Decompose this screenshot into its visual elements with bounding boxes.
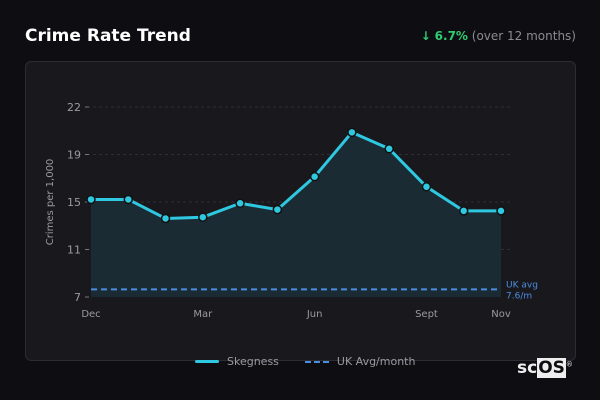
y-axis-label: Crimes per 1,000 — [45, 159, 56, 246]
change-period: (over 12 months) — [471, 29, 576, 43]
x-tick-label: Jun — [306, 309, 323, 320]
series-area — [91, 132, 501, 297]
x-tick-label: Sept — [415, 309, 438, 320]
data-point — [86, 194, 96, 205]
x-tick-label: Mar — [193, 309, 213, 320]
data-point — [496, 206, 506, 216]
data-point — [235, 198, 245, 209]
data-point — [309, 171, 320, 182]
legend-label: UK Avg/month — [336, 355, 416, 368]
uk-average-annotation: 7.6/m — [506, 291, 532, 301]
legend-label: Skegness — [227, 355, 279, 368]
legend-swatch-dashed — [304, 360, 329, 363]
y-tick-label: 7 — [74, 291, 81, 304]
data-point — [421, 182, 432, 192]
y-tick-label: 11 — [67, 244, 81, 257]
down-arrow-icon: ↓ — [420, 29, 431, 43]
scos-logo: scOS® — [517, 358, 573, 378]
data-point — [384, 144, 394, 154]
data-point — [198, 212, 208, 222]
legend: Skegness UK Avg/month — [195, 355, 415, 368]
uk-average-annotation: UK avg — [506, 280, 538, 290]
change-value: 6.7% — [434, 29, 468, 43]
data-point — [458, 206, 469, 216]
x-tick-label: Dec — [81, 309, 100, 320]
legend-item-skegness[interactable]: Skegness — [195, 355, 279, 368]
data-point — [347, 127, 357, 138]
legend-item-uk-avg[interactable]: UK Avg/month — [304, 355, 416, 368]
page-title: Crime Rate Trend — [25, 26, 191, 46]
series-line — [91, 130, 501, 220]
y-tick-label: 15 — [67, 196, 81, 209]
change-indicator: ↓ 6.7% (over 12 months) — [421, 29, 576, 43]
data-point — [160, 213, 171, 224]
data-point — [123, 194, 134, 205]
legend-swatch-solid — [195, 360, 219, 363]
y-tick-label: 22 — [67, 101, 81, 114]
data-point — [272, 204, 283, 215]
x-tick-label: Nov — [491, 309, 511, 320]
y-tick-label: 19 — [67, 149, 81, 162]
